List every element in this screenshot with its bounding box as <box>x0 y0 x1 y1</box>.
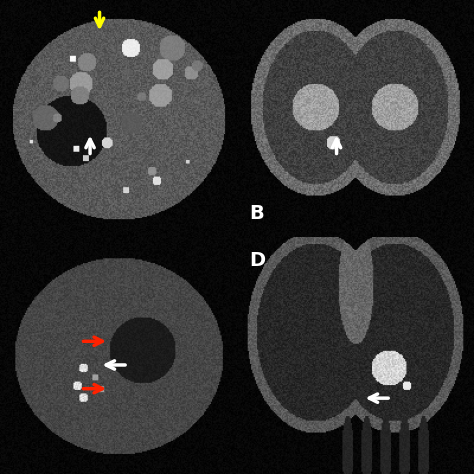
Text: D: D <box>249 251 265 270</box>
Text: B: B <box>249 204 264 223</box>
